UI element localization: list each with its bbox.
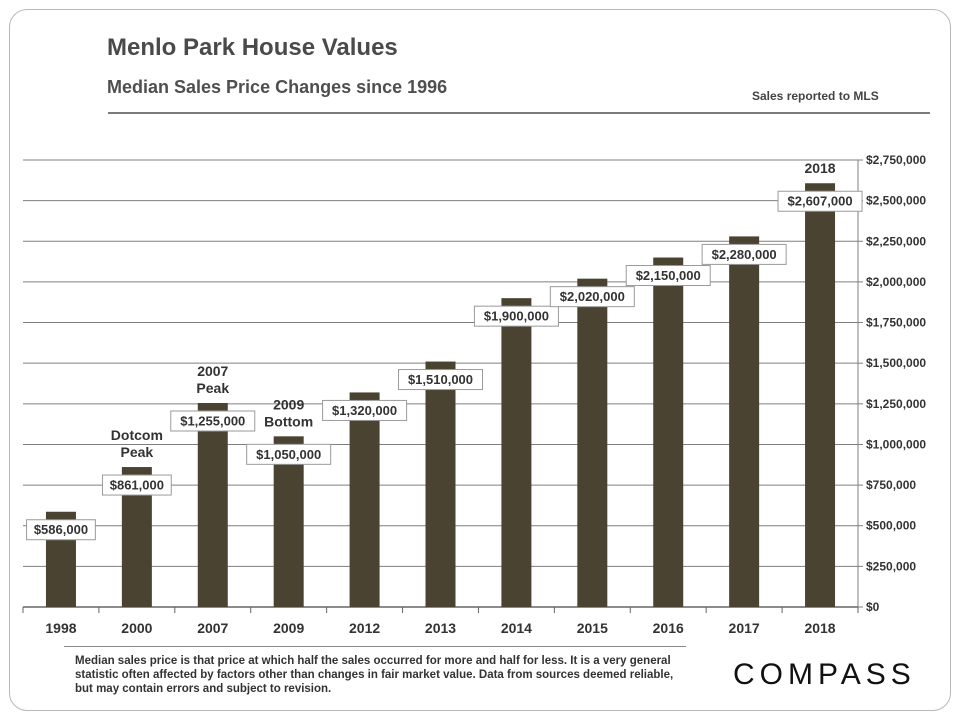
y-tick-label: $2,750,000	[866, 153, 926, 167]
bar	[805, 183, 835, 607]
bar	[653, 258, 683, 607]
annotation-text: 2018	[804, 160, 835, 176]
x-tick-label: 2009	[273, 620, 304, 636]
annotation-text: 2007	[197, 363, 228, 379]
y-tick-label: $750,000	[866, 478, 916, 492]
y-tick-label: $1,500,000	[866, 356, 926, 370]
y-tick-label: $1,750,000	[866, 316, 926, 330]
data-label: $1,320,000	[332, 403, 397, 418]
data-label: $1,900,000	[484, 309, 549, 324]
footnote-divider	[64, 646, 686, 647]
x-tick-label: 2000	[121, 620, 152, 636]
annotation-text: Peak	[121, 444, 154, 460]
data-label: $2,150,000	[636, 268, 701, 283]
y-tick-label: $1,000,000	[866, 437, 926, 451]
annotation-text: 2009	[273, 396, 304, 412]
x-tick-label: 1998	[45, 620, 76, 636]
bar	[501, 298, 531, 607]
x-tick-label: 2015	[577, 620, 608, 636]
x-tick-label: 2012	[349, 620, 380, 636]
data-label: $861,000	[110, 478, 164, 493]
y-tick-label: $2,000,000	[866, 275, 926, 289]
y-tick-label: $250,000	[866, 559, 916, 573]
data-label: $2,020,000	[560, 289, 625, 304]
y-tick-label: $2,250,000	[866, 234, 926, 248]
x-tick-label: 2016	[653, 620, 684, 636]
data-label: $1,510,000	[408, 372, 473, 387]
data-label: $1,255,000	[180, 414, 245, 429]
bar	[198, 403, 228, 607]
x-tick-label: 2018	[804, 620, 835, 636]
data-label: $1,050,000	[256, 447, 321, 462]
data-label: $2,607,000	[788, 194, 853, 209]
data-label: $586,000	[34, 522, 88, 537]
y-tick-label: $2,500,000	[866, 194, 926, 208]
x-tick-label: 2014	[501, 620, 532, 636]
annotation-text: Dotcom	[111, 427, 163, 443]
bar	[729, 236, 759, 607]
footnote: Median sales price is that price at whic…	[75, 654, 675, 696]
bar	[426, 362, 456, 607]
y-tick-label: $500,000	[866, 519, 916, 533]
x-tick-label: 2013	[425, 620, 456, 636]
compass-logo: COMPASS	[733, 658, 916, 692]
y-tick-label: $1,250,000	[866, 397, 926, 411]
bar	[350, 392, 380, 607]
y-tick-label: $0	[866, 600, 880, 614]
annotation-text: Peak	[196, 380, 229, 396]
x-tick-label: 2017	[729, 620, 760, 636]
bar	[577, 279, 607, 607]
x-tick-label: 2007	[197, 620, 228, 636]
annotation-text: Bottom	[264, 413, 313, 429]
data-label: $2,280,000	[712, 247, 777, 262]
